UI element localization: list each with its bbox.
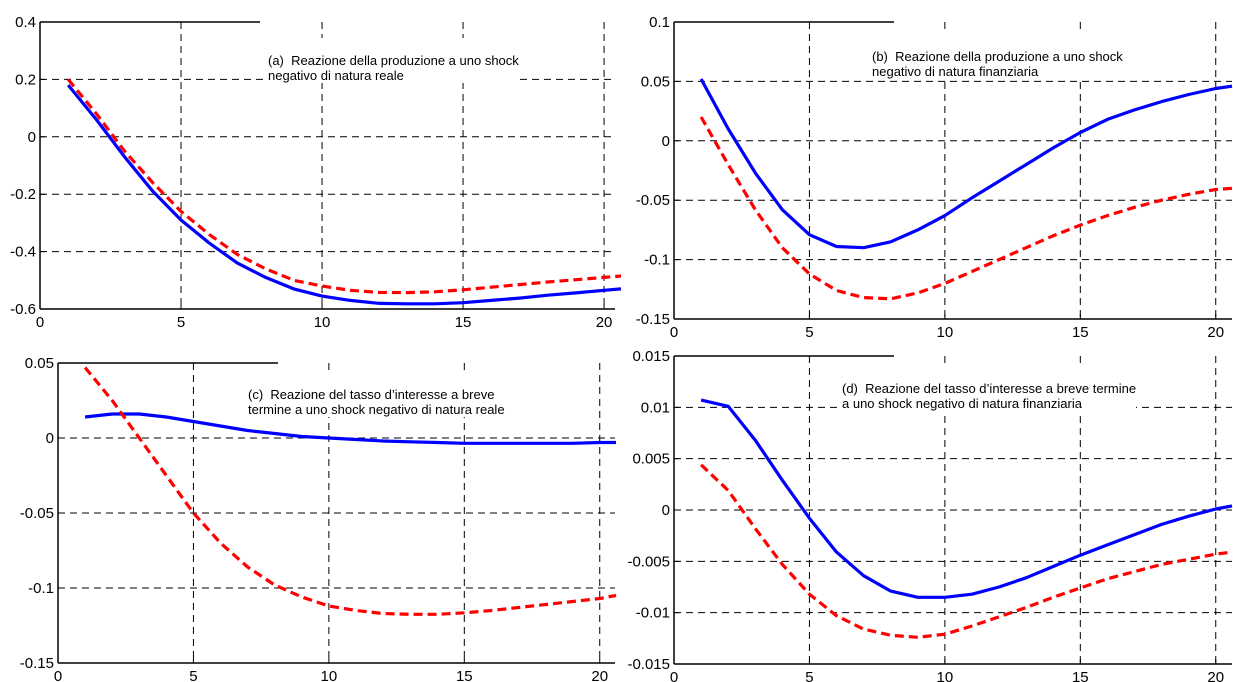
chart-b-ytick-label: -0.05 (636, 192, 670, 209)
chart-panel-d: 0 5 10 15 20 -0.015 -0.01 -0.005 0 0.005 0.01 0.015… (616, 338, 1233, 682)
chart-a-xtick-label: 10 (314, 314, 331, 331)
chart-b-xtick-label: 20 (1207, 324, 1224, 341)
chart-a-plot: 0 5 10 15 20 -0.6 -0.4 -0.2 0 0.2 0.4 (10, 14, 622, 331)
chart-c-title-text: Reazione del tasso d’interesse a breve t… (248, 387, 505, 417)
chart-d-xtick-label: 10 (937, 669, 954, 682)
chart-c-xtick-label: 20 (591, 668, 608, 682)
chart-b-ytick-label: -0.1 (644, 252, 670, 269)
chart-a-series-dashed-line (66, 78, 622, 295)
chart-panel-c: 0 5 10 15 20 -0.15 -0.1 -0.05 0 0.05 (c) Reazione… (0, 338, 617, 682)
chart-c-ytick-label: -0.1 (28, 580, 54, 597)
chart-d-ytick-label: -0.015 (627, 656, 670, 673)
chart-a-xtick-label: 0 (36, 314, 44, 331)
chart-c-ytick-label: -0.15 (20, 655, 54, 672)
chart-d-plot: 0 5 10 15 20 -0.015 -0.01 -0.005 0 0.005 0.01 0.015 (627, 348, 1233, 682)
chart-c-xtick-label: 5 (189, 668, 197, 682)
chart-c-ytick-label: 0 (46, 430, 54, 447)
chart-b-ytick-label: 0 (662, 133, 670, 150)
chart-a-ytick-label: 0.4 (15, 14, 36, 31)
chart-d-title: (d) Reazione del tasso d’interesse a bre… (842, 366, 1137, 411)
chart-d-ytick-label: 0.015 (632, 348, 670, 365)
chart-c-series-solid-points (84, 413, 617, 444)
chart-c-series-dashed-points (84, 367, 617, 615)
chart-d-title-text: Reazione del tasso d’interesse a breve t… (842, 381, 1137, 411)
chart-a-title-text: Reazione della produzione a uno shock ne… (268, 53, 519, 83)
chart-c-series-solid-line (84, 412, 616, 445)
chart-d-ytick-label: -0.005 (627, 553, 670, 570)
chart-d-xtick-label: 0 (670, 669, 678, 682)
chart-a-ytick-label: -0.2 (10, 186, 36, 203)
chart-a-ytick-label: 0 (28, 129, 36, 146)
chart-c-title: (c) Reazione del tasso d’interesse a bre… (248, 372, 505, 417)
chart-a-series-solid-points (68, 85, 622, 304)
chart-b-title-text: Reazione della produzione a uno shock ne… (872, 49, 1123, 79)
chart-b-series-dashed-points (700, 116, 1233, 299)
chart-d-series-solid-points (700, 400, 1233, 598)
chart-c-xtick-label: 0 (54, 668, 62, 682)
chart-d-xtick-label: 5 (805, 669, 813, 682)
chart-d-ytick-label: 0.01 (641, 399, 670, 416)
chart-b-xtick-label: 0 (670, 324, 678, 341)
chart-panel-a: 0 5 10 15 20 -0.6 -0.4 -0.2 0 0.2 0.4 (a) Reazione… (0, 0, 622, 338)
chart-c-xtick-label: 15 (456, 668, 473, 682)
chart-a-series-dashed-points (68, 79, 622, 293)
chart-c-ytick-label: 0.05 (25, 355, 54, 372)
chart-a-xtick-label: 5 (177, 314, 185, 331)
chart-d-ytick-label: 0.005 (632, 451, 670, 468)
chart-b-ytick-label: 0.1 (649, 14, 670, 31)
chart-c-xtick-label: 10 (321, 668, 338, 682)
chart-d-ytick-label: -0.01 (636, 605, 670, 622)
chart-b-ytick-label: -0.15 (636, 311, 670, 328)
chart-b-xtick-label: 5 (805, 324, 813, 341)
chart-b-title: (b) Reazione della produzione a uno shoc… (872, 34, 1123, 79)
chart-b-xtick-label: 10 (937, 324, 954, 341)
chart-c-title-prefix: (c) (248, 387, 264, 402)
chart-b-xtick-label: 15 (1072, 324, 1089, 341)
chart-d-xtick-label: 20 (1207, 669, 1224, 682)
chart-a-xtick-label: 15 (455, 314, 472, 331)
chart-d-series-dashed-points (700, 464, 1233, 638)
chart-a-xtick-label: 20 (596, 314, 613, 331)
chart-d-title-prefix: (d) (842, 381, 858, 396)
chart-b-series-solid-line (699, 78, 1233, 250)
chart-b-title-prefix: (b) (872, 49, 888, 64)
chart-a-ytick-label: -0.4 (10, 244, 36, 261)
chart-a-ytick-label: -0.6 (10, 301, 36, 318)
chart-d-xtick-label: 15 (1072, 669, 1089, 682)
chart-a-title: (a) Reazione della produzione a uno shoc… (268, 38, 519, 83)
chart-a-title-prefix: (a) (268, 53, 284, 68)
chart-panel-b: 0 5 10 15 20 -0.15 -0.1 -0.05 0 0.05 0.1 (b) Reazi… (616, 0, 1233, 341)
chart-b-plot: 0 5 10 15 20 -0.15 -0.1 -0.05 0 0.05 0.1 (636, 14, 1233, 341)
chart-a-ytick-label: 0.2 (15, 71, 36, 88)
chart-d-series-dashed-line (699, 463, 1233, 639)
chart-b-series-solid-points (700, 78, 1233, 248)
chart-b-ytick-label: 0.05 (641, 73, 670, 90)
chart-c-ytick-label: -0.05 (20, 505, 54, 522)
chart-d-ytick-label: 0 (662, 502, 670, 519)
